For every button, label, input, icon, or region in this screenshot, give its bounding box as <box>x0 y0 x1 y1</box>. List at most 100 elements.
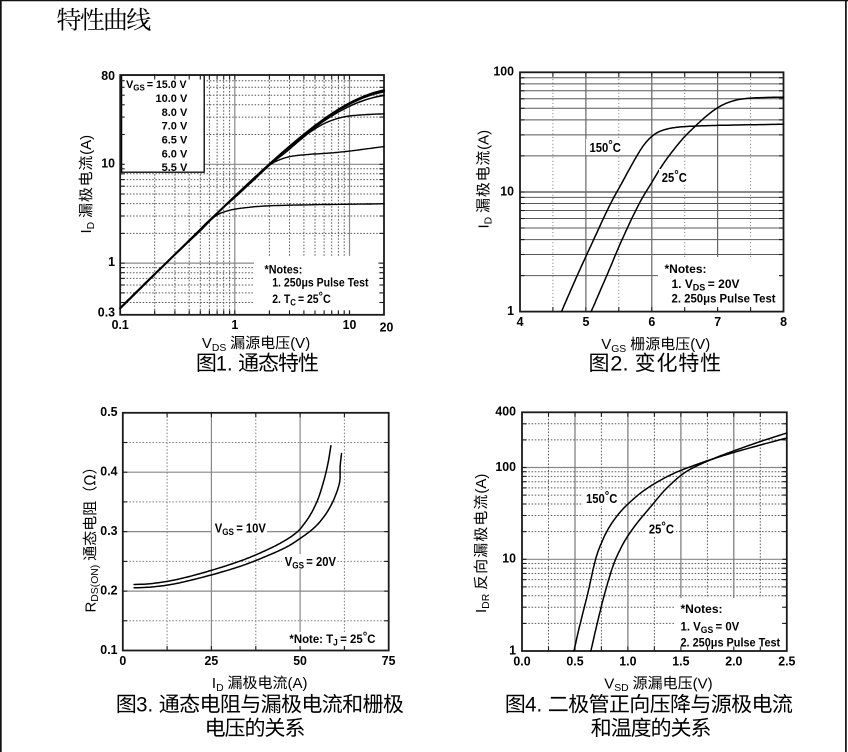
svg-text:D: D <box>216 683 224 694</box>
svg-text:I: I <box>476 224 493 228</box>
svg-text:*Notes:: *Notes: <box>681 602 723 616</box>
svg-text:V: V <box>601 336 611 353</box>
svg-text:5.5 V: 5.5 V <box>162 162 188 174</box>
svg-text:3.: 3. <box>136 694 153 717</box>
svg-text:1: 1 <box>507 303 514 318</box>
svg-text:D: D <box>86 222 97 230</box>
svg-text:0.1: 0.1 <box>100 642 117 657</box>
svg-text:1.5: 1.5 <box>672 654 689 669</box>
svg-text:= 20V: = 20V <box>708 277 740 291</box>
svg-text:4: 4 <box>517 314 525 329</box>
svg-text:20: 20 <box>380 320 394 335</box>
svg-text:1. 250μs Pulse Test: 1. 250μs Pulse Test <box>272 276 368 290</box>
svg-text:*Note: T: *Note: T <box>289 632 333 646</box>
svg-text:C: C <box>666 523 674 537</box>
svg-text:150: 150 <box>586 492 605 506</box>
svg-text:0.5: 0.5 <box>566 654 583 669</box>
svg-text:0.0: 0.0 <box>513 654 530 669</box>
svg-text:V: V <box>604 675 614 692</box>
svg-text:25: 25 <box>649 523 662 537</box>
svg-text:2. 250μs Pulse Test: 2. 250μs Pulse Test <box>681 635 781 649</box>
svg-text:DS: DS <box>212 343 227 354</box>
svg-text:0.5: 0.5 <box>100 404 117 419</box>
svg-text:1: 1 <box>231 317 238 332</box>
svg-text:V: V <box>202 335 212 352</box>
svg-text:C: C <box>290 298 296 308</box>
svg-text:0.2: 0.2 <box>100 583 117 598</box>
svg-text:°: ° <box>661 520 666 534</box>
svg-text:25: 25 <box>205 653 219 668</box>
svg-text:80: 80 <box>101 68 115 83</box>
svg-text:GS: GS <box>292 560 304 570</box>
svg-text:1. V: 1. V <box>672 277 693 291</box>
svg-text:°: ° <box>674 168 679 182</box>
svg-text:400: 400 <box>495 404 516 419</box>
svg-text:10: 10 <box>502 551 516 566</box>
svg-text:V: V <box>215 522 223 536</box>
svg-text:= 25: = 25 <box>340 632 363 646</box>
svg-text:7: 7 <box>714 314 721 329</box>
svg-text:C: C <box>609 492 617 506</box>
svg-text:5: 5 <box>583 314 590 329</box>
svg-text:GS: GS <box>133 83 145 92</box>
svg-text:(A): (A) <box>288 675 308 692</box>
svg-text:J: J <box>333 638 338 648</box>
svg-text:(V): (V) <box>690 336 710 353</box>
svg-text:C: C <box>679 171 687 185</box>
svg-text:10: 10 <box>500 183 514 198</box>
svg-text:I: I <box>473 609 490 613</box>
svg-text:SD: SD <box>614 683 628 694</box>
svg-text:6.0 V: 6.0 V <box>162 148 188 160</box>
svg-text:0: 0 <box>119 653 126 668</box>
svg-text:(V): (V) <box>693 675 713 692</box>
svg-text:1: 1 <box>108 254 115 269</box>
svg-text:I: I <box>212 675 216 692</box>
svg-text:2.0: 2.0 <box>725 654 742 669</box>
svg-text:V: V <box>126 79 134 91</box>
svg-text:= 20V: = 20V <box>306 555 336 569</box>
svg-text:V: V <box>285 555 293 569</box>
svg-text:C: C <box>367 632 376 646</box>
svg-text:10: 10 <box>343 317 357 332</box>
svg-text:2.: 2. <box>610 352 628 375</box>
svg-text:C: C <box>323 292 331 306</box>
svg-text:R: R <box>82 602 99 613</box>
svg-text:°: ° <box>363 629 368 643</box>
svg-text:10.0 V: 10.0 V <box>156 93 188 105</box>
svg-text:DS(ON): DS(ON) <box>90 565 101 602</box>
svg-text:0.3: 0.3 <box>100 523 117 538</box>
svg-text:= 10V: = 10V <box>236 522 266 536</box>
svg-text:8.0 V: 8.0 V <box>162 107 188 119</box>
svg-text:GS: GS <box>222 527 234 537</box>
svg-text:*Notes:: *Notes: <box>665 262 707 276</box>
svg-text:= 0V: = 0V <box>716 619 740 633</box>
svg-text:7.0 V: 7.0 V <box>162 121 188 133</box>
svg-text:150: 150 <box>590 141 609 155</box>
svg-text:GS: GS <box>701 625 713 635</box>
svg-text:0.4: 0.4 <box>100 464 118 479</box>
svg-text:100: 100 <box>495 459 516 474</box>
svg-text:°: ° <box>608 138 613 152</box>
svg-text:75: 75 <box>382 653 396 668</box>
svg-text:100: 100 <box>493 64 514 79</box>
svg-text:2. 250μs Pulse Test: 2. 250μs Pulse Test <box>672 292 776 306</box>
svg-text:1: 1 <box>509 642 516 657</box>
svg-text:(A): (A) <box>78 135 95 155</box>
svg-text:(A): (A) <box>476 130 493 150</box>
svg-text:*Notes:: *Notes: <box>265 263 303 277</box>
svg-text:4.: 4. <box>525 694 542 717</box>
svg-text:0.3: 0.3 <box>98 304 115 319</box>
svg-text:1.0: 1.0 <box>619 654 636 669</box>
svg-text:8: 8 <box>780 314 787 329</box>
svg-text:2. T: 2. T <box>272 292 291 306</box>
svg-text:(A): (A) <box>473 474 490 494</box>
svg-text:GS: GS <box>611 344 626 355</box>
svg-text:2.5: 2.5 <box>778 654 795 669</box>
svg-text:I: I <box>78 229 95 233</box>
svg-text:1. V: 1. V <box>681 619 701 633</box>
svg-text:= 15.0 V: = 15.0 V <box>147 79 187 91</box>
svg-text:DR: DR <box>481 593 492 609</box>
svg-text:6: 6 <box>648 314 655 329</box>
svg-text:°: ° <box>605 489 610 503</box>
svg-text:0.1: 0.1 <box>112 317 129 332</box>
